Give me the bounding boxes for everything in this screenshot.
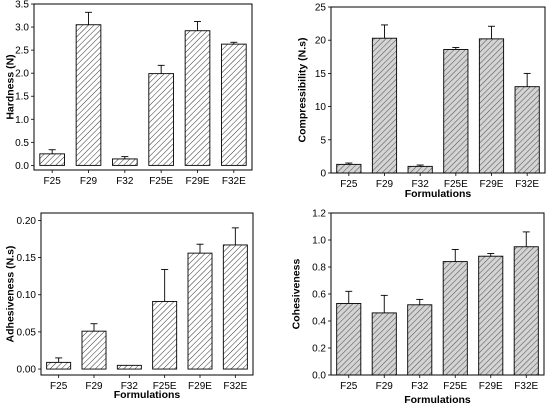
x-tick-label: F25E bbox=[153, 381, 177, 392]
x-tick-label: F32 bbox=[411, 381, 429, 392]
x-tick-label: F32 bbox=[116, 176, 134, 187]
y-axis-label: Cohesiveness bbox=[291, 259, 303, 330]
x-tick-label: F32 bbox=[412, 179, 430, 190]
x-tick-label: F32E bbox=[222, 176, 246, 187]
bar-f25e bbox=[148, 73, 174, 166]
bar-f25 bbox=[39, 153, 65, 166]
bar-f25 bbox=[336, 163, 362, 174]
bar-f25e bbox=[443, 49, 469, 174]
bar-f29 bbox=[81, 330, 107, 370]
x-tick-label: F25 bbox=[340, 179, 358, 190]
bar-f25 bbox=[336, 303, 362, 376]
x-tick-label: F29 bbox=[80, 176, 98, 187]
y-axis-label: Compressibility (N.s) bbox=[297, 37, 309, 142]
y-tick-label: 0.15 bbox=[17, 253, 37, 264]
bar-f32e bbox=[514, 86, 540, 174]
y-tick-label: 25 bbox=[315, 3, 327, 14]
y-tick-label: 3.0 bbox=[15, 23, 29, 34]
plot-frame bbox=[330, 6, 546, 174]
y-tick-label: 1.0 bbox=[15, 115, 29, 126]
bar-f29 bbox=[371, 37, 398, 174]
x-tick-label: F32 bbox=[121, 381, 139, 392]
x-tick-label: F25 bbox=[50, 381, 68, 392]
y-axis-label: Adhesiveness (N.s) bbox=[5, 246, 17, 343]
y-tick-label: 0.0 bbox=[312, 371, 326, 382]
bar-f32e bbox=[221, 43, 247, 166]
x-tick-label: F29E bbox=[186, 176, 210, 187]
x-tick-label: F32E bbox=[514, 381, 538, 392]
bar-f32e bbox=[222, 244, 248, 370]
x-tick-label: F32E bbox=[515, 179, 539, 190]
y-tick-label: 0.20 bbox=[17, 216, 37, 227]
bar-f25e bbox=[152, 300, 178, 370]
x-tick-label: F25E bbox=[444, 179, 468, 190]
x-tick-label: F29E bbox=[480, 179, 504, 190]
chart-panel-3: F25 F29 F32 F25E F29E F32E 0.00 0.05 0.10 0.15 0.2… bbox=[5, 212, 254, 401]
bar-f29e bbox=[187, 252, 213, 370]
y-tick-label: 15 bbox=[315, 69, 327, 80]
chart-panel-1: F25 F29 F32 F25E F29E F32E 0.0 0.5 1.0 1.5 2.0 2.5 3… bbox=[5, 0, 253, 187]
y-axis-label: Hardness (N) bbox=[5, 54, 17, 119]
y-tick-label: 0.05 bbox=[17, 327, 37, 338]
x-tick-label: F32E bbox=[223, 381, 247, 392]
x-tick-label: F29 bbox=[376, 179, 394, 190]
chart-panel-4: F25 F29 F32 F25E F29E F32E 0.0 0.2 0.4 0.6 0.8 1.0 1… bbox=[291, 209, 545, 406]
plot-frame bbox=[33, 3, 253, 171]
y-tick-label: 5 bbox=[320, 135, 326, 146]
plot-frame bbox=[330, 212, 545, 376]
x-axis-label: Formulations bbox=[405, 188, 472, 200]
x-tick-label: F29E bbox=[188, 381, 212, 392]
x-tick-label: F25 bbox=[44, 176, 62, 187]
bar-f32e bbox=[513, 246, 539, 376]
y-tick-label: 0.5 bbox=[15, 138, 29, 149]
bar-f32 bbox=[407, 304, 433, 376]
plot-frame bbox=[40, 212, 254, 376]
x-axis-label: Formulations bbox=[114, 389, 181, 401]
x-tick-label: F25 bbox=[340, 381, 358, 392]
y-tick-label: 0.6 bbox=[312, 290, 326, 301]
y-tick-label: 0.2 bbox=[312, 344, 326, 355]
y-tick-label: 3.5 bbox=[15, 0, 29, 11]
y-tick-label: 1.0 bbox=[312, 236, 326, 247]
bar-f25 bbox=[46, 361, 72, 370]
y-tick-label: 0.00 bbox=[17, 365, 37, 376]
chart-panel-2: F25 F29 F32 F25E F29E F32E 0 5 10 15 20 25 Formulati… bbox=[297, 3, 546, 200]
bar-f29 bbox=[371, 312, 397, 376]
y-tick-label: 0 bbox=[320, 169, 326, 180]
bar-f32 bbox=[116, 364, 142, 370]
y-tick-label: 1.2 bbox=[312, 209, 326, 220]
bar-f29e bbox=[478, 255, 504, 376]
bar-f32 bbox=[407, 165, 433, 174]
y-tick-label: 0.0 bbox=[15, 161, 29, 172]
bar-f29 bbox=[75, 24, 102, 166]
x-tick-label: F25E bbox=[149, 176, 173, 187]
x-tick-label: F25E bbox=[443, 381, 467, 392]
bar-f29e bbox=[184, 30, 211, 166]
y-tick-label: 20 bbox=[315, 36, 327, 47]
y-tick-label: 0.10 bbox=[17, 290, 37, 301]
x-tick-label: F29E bbox=[479, 381, 503, 392]
x-axis-label: Formulations bbox=[404, 394, 471, 406]
y-tick-label: 2.5 bbox=[15, 46, 29, 57]
y-tick-label: 0.4 bbox=[312, 317, 326, 328]
x-tick-label: F29 bbox=[376, 381, 394, 392]
x-tick-label: F29 bbox=[85, 381, 103, 392]
y-tick-label: 2.0 bbox=[15, 69, 29, 80]
bar-f25e bbox=[442, 261, 468, 376]
bar-f32 bbox=[112, 158, 138, 166]
y-tick-label: 0.8 bbox=[312, 263, 326, 274]
y-tick-label: 1.5 bbox=[15, 92, 29, 103]
bar-f29e bbox=[478, 38, 505, 174]
y-tick-label: 10 bbox=[315, 102, 327, 113]
